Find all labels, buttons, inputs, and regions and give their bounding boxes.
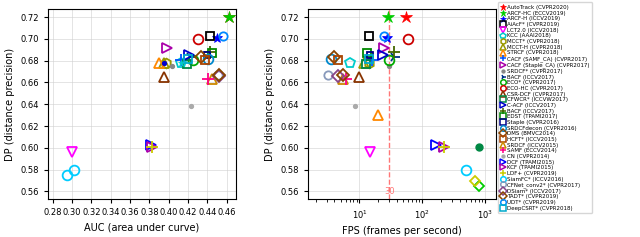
Y-axis label: DP (distance precision): DP (distance precision) (264, 48, 275, 161)
X-axis label: AUC (area under curve): AUC (area under curve) (84, 223, 200, 233)
Text: 30: 30 (384, 187, 395, 196)
Y-axis label: DP (distance precision): DP (distance precision) (4, 48, 15, 161)
Legend: AutoTrack (CVPR2020), ARCF-HC (ECCV2019), ARCF-H (ICCV2019), AiAcF* (CVPR2019), : AutoTrack (CVPR2020), ARCF-HC (ECCV2019)… (498, 2, 592, 213)
X-axis label: FPS (frames per second): FPS (frames per second) (342, 226, 461, 236)
